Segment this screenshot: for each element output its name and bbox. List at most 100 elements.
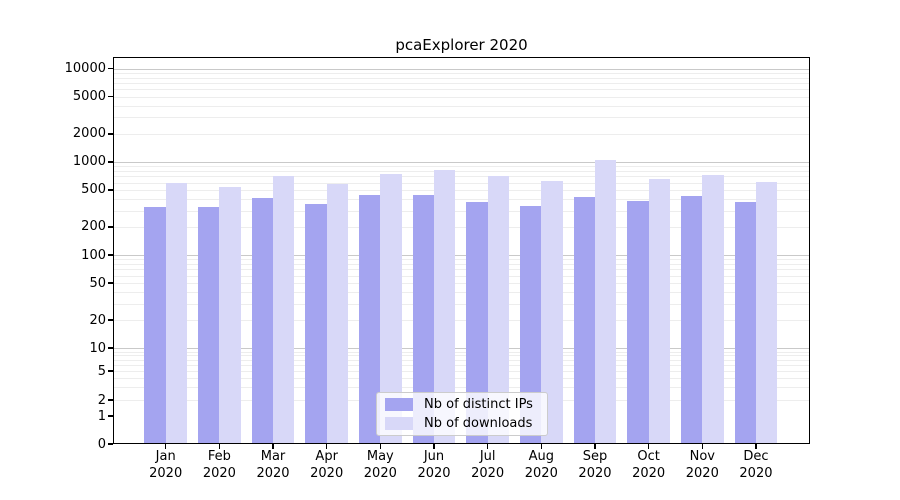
gridline-minor	[113, 303, 810, 305]
legend-swatch-downloads	[385, 417, 413, 430]
bar	[165, 182, 188, 444]
bar	[197, 206, 220, 444]
bar	[305, 203, 327, 444]
y-tick-mark	[108, 68, 113, 70]
bar	[594, 159, 617, 444]
y-tick-mark	[108, 443, 113, 445]
gridline-minor	[113, 364, 810, 366]
gridline-minor	[113, 387, 810, 389]
bar	[219, 187, 241, 444]
bar	[358, 194, 381, 444]
x-tick-mark	[755, 444, 757, 449]
bar	[273, 175, 295, 444]
y-tick-mark	[108, 189, 113, 191]
gridline-minor	[113, 96, 810, 98]
x-tick-mark	[487, 444, 489, 449]
y-tick-label: 0	[97, 436, 106, 452]
gridline-minor	[113, 133, 810, 135]
x-tick-mark	[165, 444, 167, 449]
x-tick-label: Mar 2020	[256, 449, 290, 481]
gridline-minor	[113, 269, 810, 271]
gridline-minor	[113, 371, 810, 372]
bar	[434, 170, 456, 444]
x-tick-label: Oct 2020	[632, 449, 666, 481]
legend: Nb of distinct IPs Nb of downloads	[376, 392, 548, 436]
gridline-minor	[113, 198, 810, 200]
y-tick-label: 10	[89, 340, 106, 356]
y-tick-mark	[108, 399, 113, 401]
x-tick-mark	[647, 444, 650, 449]
bar	[573, 196, 595, 444]
y-tick-mark	[108, 96, 113, 98]
bar	[466, 202, 488, 444]
y-tick-label: 500	[81, 182, 106, 198]
gridline-minor	[113, 359, 810, 361]
y-tick-mark	[108, 282, 113, 284]
x-tick-mark	[594, 444, 596, 449]
gridline-minor	[113, 320, 810, 322]
gridline-minor	[113, 351, 810, 353]
y-tick-mark	[108, 133, 113, 135]
y-tick-label: 10000	[64, 61, 106, 77]
y-tick-mark	[108, 161, 113, 163]
y-tick-label: 2	[97, 392, 106, 408]
y-tick-label: 20	[89, 312, 106, 328]
x-tick-label: Nov 2020	[685, 449, 719, 481]
y-tick-mark	[108, 254, 113, 256]
y-tick-mark	[108, 226, 113, 228]
x-tick-label: Jun 2020	[417, 449, 451, 481]
gridline-minor	[113, 176, 810, 178]
bar	[702, 175, 724, 444]
bar	[380, 173, 402, 444]
legend-item-downloads: Nb of downloads	[385, 416, 539, 431]
gridline-minor	[113, 77, 810, 79]
x-tick-label: Jul 2020	[471, 449, 505, 481]
x-tick-label: Dec 2020	[739, 449, 773, 481]
gridline-minor	[113, 292, 810, 294]
gridline-minor	[113, 283, 810, 285]
legend-swatch-distinct-ips	[385, 398, 413, 411]
x-tick-mark	[540, 444, 542, 449]
gridline-minor	[113, 378, 810, 380]
bar	[412, 195, 434, 444]
gridline-minor	[113, 166, 810, 168]
legend-label-distinct-ips: Nb of distinct IPs	[424, 397, 533, 412]
bar	[487, 176, 510, 444]
gridline-minor	[113, 170, 810, 172]
x-tick-label: Feb 2020	[202, 449, 236, 481]
gridline-major	[113, 348, 810, 350]
y-tick-label: 1	[97, 408, 106, 424]
gridline-minor	[113, 89, 810, 91]
bar	[648, 178, 671, 444]
y-tick-label: 5	[97, 363, 106, 379]
x-tick-label: Sep 2020	[578, 449, 612, 481]
x-tick-mark	[326, 444, 328, 449]
gridline-minor	[113, 73, 810, 75]
y-tick-label: 2000	[72, 126, 106, 142]
y-tick-label: 100	[81, 247, 106, 263]
x-tick-label: May 2020	[363, 449, 397, 481]
gridline-minor	[113, 210, 810, 212]
x-tick-label: Jan 2020	[149, 449, 183, 481]
x-tick-mark	[379, 444, 381, 449]
x-tick-label: Apr 2020	[310, 449, 344, 481]
gridline-minor	[113, 226, 810, 228]
x-tick-mark	[433, 444, 435, 449]
gridline-minor	[113, 117, 810, 119]
bar	[680, 196, 703, 444]
y-tick-mark	[108, 347, 113, 349]
gridline-minor	[113, 83, 810, 85]
bar	[627, 201, 649, 444]
bar	[144, 207, 166, 444]
chart-title: pcaExplorer 2020	[395, 36, 528, 54]
y-tick-label: 50	[89, 275, 106, 291]
gridline-minor	[113, 275, 810, 277]
plot-area	[113, 57, 810, 444]
y-tick-mark	[108, 370, 113, 372]
y-tick-mark	[108, 319, 113, 321]
bar	[755, 181, 778, 444]
gridline-major	[113, 161, 810, 163]
bar	[541, 181, 563, 444]
bar	[734, 201, 756, 444]
